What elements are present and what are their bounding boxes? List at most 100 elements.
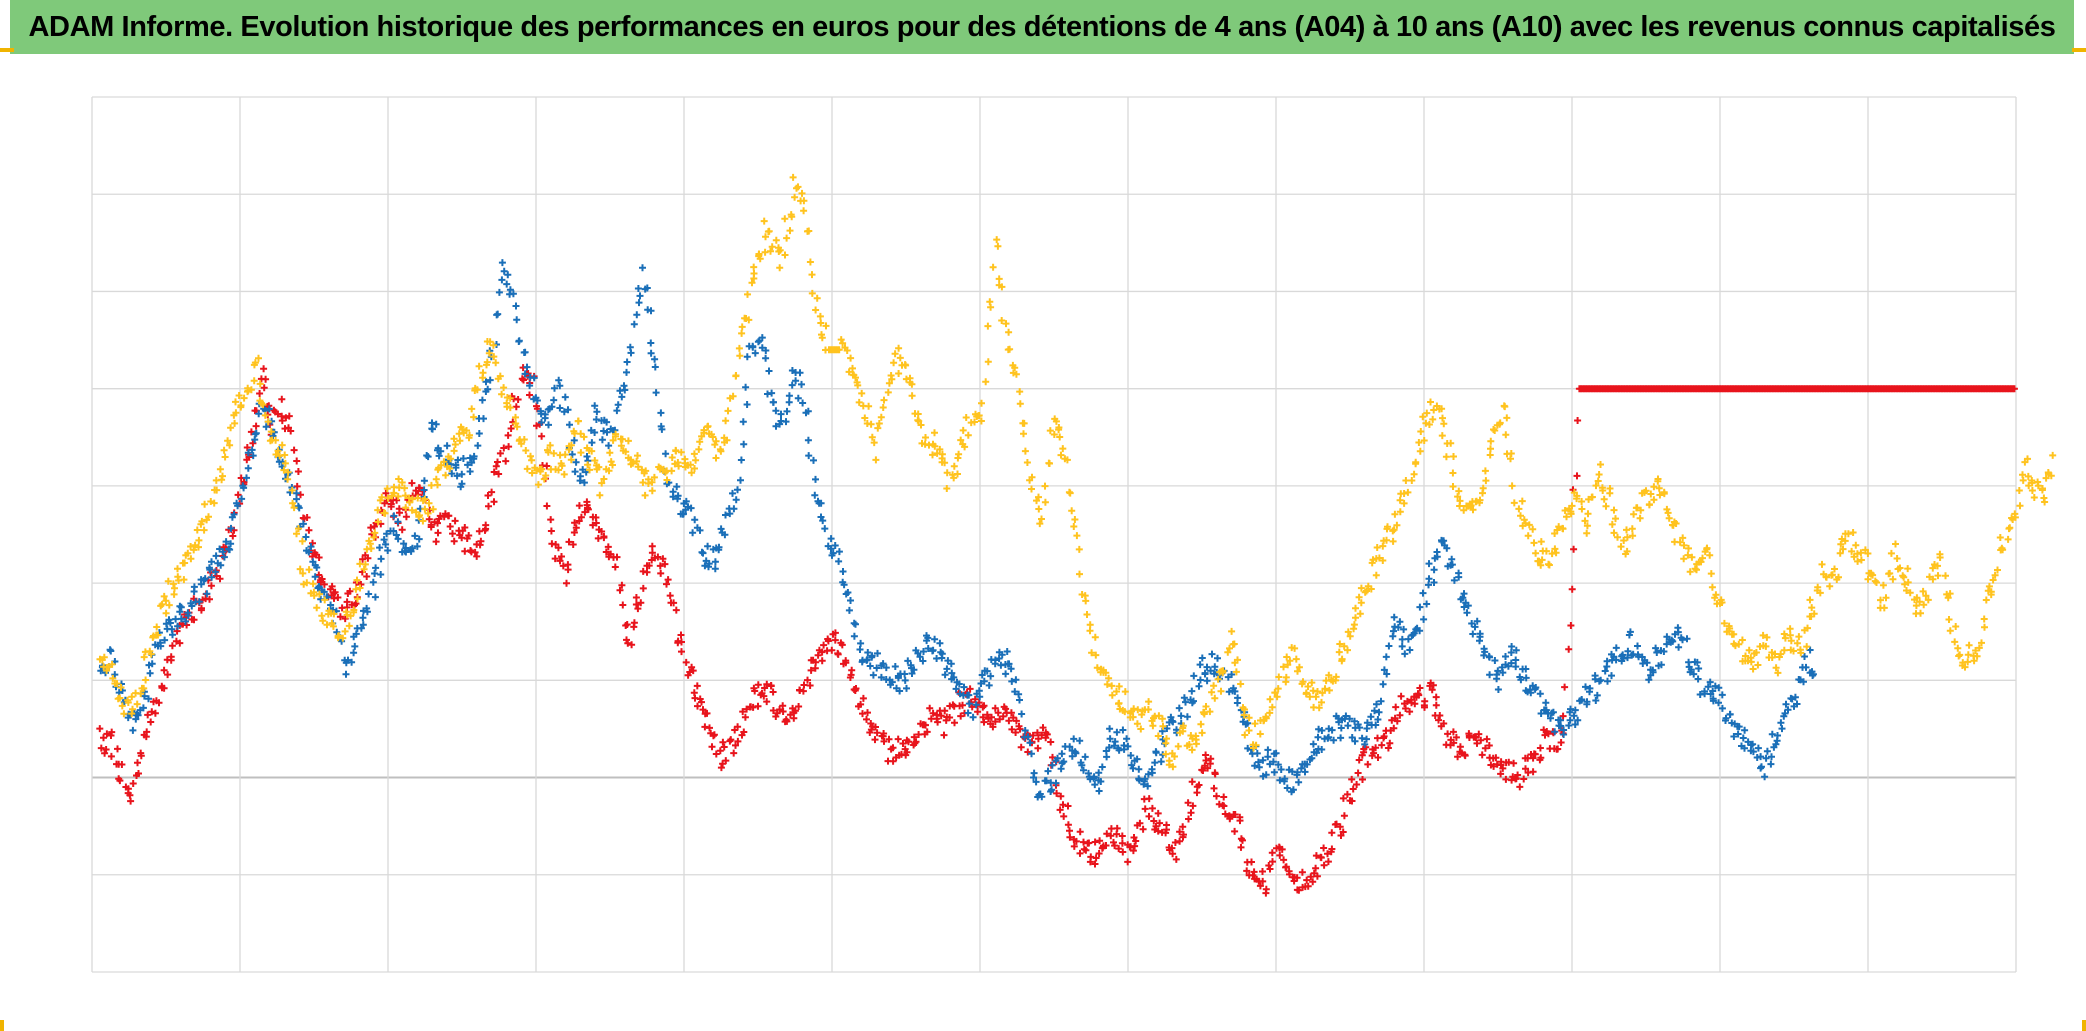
data-point (1597, 676, 1605, 684)
data-point (1280, 663, 1287, 671)
data-point (1718, 691, 1726, 699)
data-point (722, 511, 729, 519)
data-point (1348, 775, 1356, 783)
data-point (1259, 868, 1266, 875)
data-point (762, 347, 770, 354)
data-point (694, 702, 701, 710)
data-point (1080, 766, 1087, 774)
data-point (906, 374, 914, 382)
data-point (232, 398, 239, 406)
data-point (712, 454, 720, 462)
data-point (827, 535, 835, 543)
data-point (1144, 782, 1152, 790)
data-point (1693, 566, 1700, 574)
data-point (1400, 490, 1408, 497)
data-point (1163, 725, 1171, 732)
data-point (859, 694, 867, 702)
data-point (593, 408, 601, 416)
data-point (754, 681, 762, 689)
data-point (1056, 433, 1064, 441)
data-point (107, 752, 115, 760)
data-point (103, 667, 111, 674)
data-point (624, 639, 632, 647)
data-point (934, 718, 942, 726)
data-point (1050, 431, 1058, 438)
data-point (1552, 549, 1560, 557)
data-point (1169, 763, 1177, 771)
data-point (252, 429, 260, 437)
data-point (1473, 739, 1481, 747)
data-point (947, 660, 955, 668)
data-point (1586, 684, 1594, 692)
data-point (1070, 523, 1078, 530)
data-point (108, 660, 116, 668)
data-point (592, 514, 600, 521)
data-point (1433, 548, 1441, 556)
data-point (1325, 671, 1333, 679)
data-point (1496, 420, 1504, 428)
data-point (1701, 687, 1708, 695)
data-point (1266, 695, 1274, 703)
data-point (618, 435, 626, 443)
data-point (756, 255, 764, 263)
data-point (239, 482, 247, 490)
data-point (798, 189, 806, 197)
data-point (440, 458, 448, 466)
data-point (1152, 748, 1160, 756)
data-point (1207, 667, 1215, 675)
data-point (1828, 571, 1836, 579)
data-point (726, 737, 734, 745)
data-point (937, 712, 945, 720)
data-point (1763, 747, 1771, 755)
data-point (989, 263, 997, 271)
data-point (432, 420, 440, 428)
data-point (367, 524, 375, 532)
data-point (938, 650, 946, 658)
data-point (821, 525, 829, 533)
data-point (559, 562, 567, 570)
data-point (1220, 793, 1228, 801)
data-point (1889, 575, 1897, 583)
data-point (103, 730, 111, 738)
data-point (1686, 568, 1694, 576)
data-point (1055, 424, 1063, 431)
data-point (1715, 699, 1722, 707)
data-point (1583, 522, 1591, 530)
data-point (609, 461, 616, 469)
data-point (506, 404, 514, 412)
data-point (250, 377, 258, 385)
data-point (1108, 691, 1116, 699)
data-point (1002, 320, 1010, 328)
data-point (184, 549, 192, 557)
data-point (1447, 439, 1455, 447)
data-point (134, 759, 141, 767)
data-point (663, 476, 671, 484)
data-point (1656, 491, 1664, 499)
data-point (1028, 473, 1036, 481)
data-point (264, 418, 272, 426)
data-point (1632, 504, 1640, 512)
data-point (887, 681, 894, 689)
data-point (118, 702, 126, 710)
data-point (1781, 634, 1789, 642)
data-point (982, 378, 990, 386)
data-point (1390, 627, 1397, 635)
data-point (1301, 768, 1309, 776)
data-point (260, 365, 268, 373)
data-point (1469, 506, 1477, 514)
data-point (1393, 521, 1401, 529)
data-point (428, 419, 436, 427)
data-point (1946, 627, 1954, 635)
data-point (1649, 666, 1657, 674)
data-point (1494, 686, 1502, 693)
data-point (492, 359, 500, 367)
data-point (262, 423, 270, 431)
data-point (711, 441, 719, 449)
data-point (234, 491, 242, 499)
data-point (421, 495, 429, 503)
data-point (929, 709, 937, 717)
data-point (858, 658, 866, 666)
data-point (1502, 431, 1510, 439)
data-point (493, 311, 501, 319)
data-point (1520, 775, 1528, 783)
